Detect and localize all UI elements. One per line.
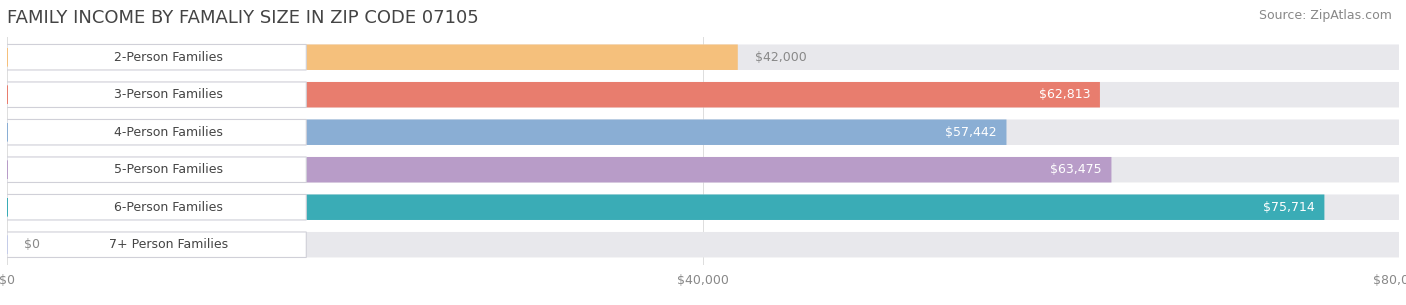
FancyBboxPatch shape	[7, 232, 1399, 257]
FancyBboxPatch shape	[7, 82, 1399, 107]
FancyBboxPatch shape	[7, 82, 1099, 107]
Text: $75,714: $75,714	[1263, 201, 1315, 214]
Text: $57,442: $57,442	[945, 126, 997, 139]
Text: 6-Person Families: 6-Person Families	[114, 201, 224, 214]
Text: 7+ Person Families: 7+ Person Families	[110, 238, 228, 251]
Text: $42,000: $42,000	[755, 51, 806, 64]
Text: $62,813: $62,813	[1039, 88, 1090, 101]
Text: 2-Person Families: 2-Person Families	[114, 51, 224, 64]
Text: 5-Person Families: 5-Person Families	[114, 163, 224, 176]
FancyBboxPatch shape	[7, 120, 1399, 145]
FancyBboxPatch shape	[7, 157, 1112, 182]
FancyBboxPatch shape	[7, 45, 307, 70]
FancyBboxPatch shape	[7, 195, 1324, 220]
FancyBboxPatch shape	[7, 45, 1399, 70]
Text: $63,475: $63,475	[1050, 163, 1102, 176]
FancyBboxPatch shape	[7, 157, 1399, 182]
FancyBboxPatch shape	[7, 45, 738, 70]
Text: FAMILY INCOME BY FAMALIY SIZE IN ZIP CODE 07105: FAMILY INCOME BY FAMALIY SIZE IN ZIP COD…	[7, 9, 479, 27]
Text: 4-Person Families: 4-Person Families	[114, 126, 224, 139]
FancyBboxPatch shape	[7, 120, 1007, 145]
FancyBboxPatch shape	[7, 232, 307, 257]
Text: $0: $0	[24, 238, 39, 251]
FancyBboxPatch shape	[7, 195, 307, 220]
FancyBboxPatch shape	[7, 195, 1399, 220]
Text: 3-Person Families: 3-Person Families	[114, 88, 224, 101]
Text: Source: ZipAtlas.com: Source: ZipAtlas.com	[1258, 9, 1392, 22]
FancyBboxPatch shape	[7, 82, 307, 107]
FancyBboxPatch shape	[7, 157, 307, 182]
FancyBboxPatch shape	[7, 120, 307, 145]
